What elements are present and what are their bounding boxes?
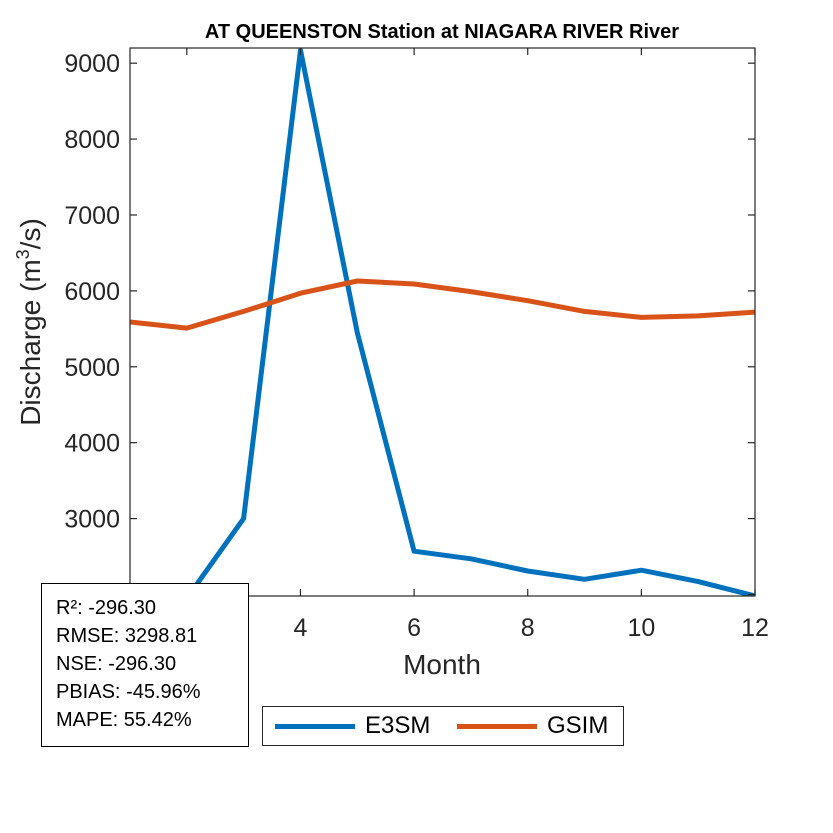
x-tick-label: 4 <box>294 614 308 642</box>
y-tick-label: 3000 <box>64 506 120 534</box>
legend-label-gsim: GSIM <box>547 712 609 739</box>
mape-stat: MAPE: 55.42% <box>56 709 192 731</box>
r2-stat: R²: -296.30 <box>56 597 157 619</box>
series-line-e3sm <box>185 48 755 596</box>
legend: E3SM GSIM <box>262 706 624 746</box>
legend-label-e3sm: E3SM <box>365 712 431 739</box>
pbias-stat: PBIAS: -45.96% <box>56 681 201 703</box>
statistics-box: R²: -296.30 RMSE: 3298.81 NSE: -296.30 P… <box>41 583 249 747</box>
x-tick-label: 12 <box>741 614 769 642</box>
y-tick-label: 5000 <box>64 354 120 382</box>
y-tick-label: 8000 <box>64 126 120 154</box>
axes-frame <box>129 47 756 597</box>
x-tick-label: 6 <box>407 614 421 642</box>
y-axis-label: Discharge (m3/s) <box>13 218 46 426</box>
series-line-gsim <box>130 278 755 331</box>
y-tick-label: 7000 <box>64 202 120 230</box>
y-tick-label: 6000 <box>64 278 120 306</box>
x-tick-label: 10 <box>627 614 655 642</box>
legend-item-gsim: GSIM <box>457 707 608 745</box>
legend-swatch-gsim <box>457 723 537 729</box>
plot-area <box>130 48 755 596</box>
nse-stat: NSE: -296.30 <box>56 653 177 675</box>
legend-swatch-e3sm <box>275 723 355 729</box>
legend-item-e3sm: E3SM <box>275 707 430 745</box>
rmse-stat: RMSE: 3298.81 <box>56 625 198 647</box>
chart-title: AT QUEENSTON Station at NIAGARA RIVER Ri… <box>205 21 679 43</box>
y-tick-label: 4000 <box>64 430 120 458</box>
x-tick-label: 8 <box>521 614 535 642</box>
y-tick-label: 9000 <box>64 50 120 78</box>
x-axis-label: Month <box>403 649 481 680</box>
